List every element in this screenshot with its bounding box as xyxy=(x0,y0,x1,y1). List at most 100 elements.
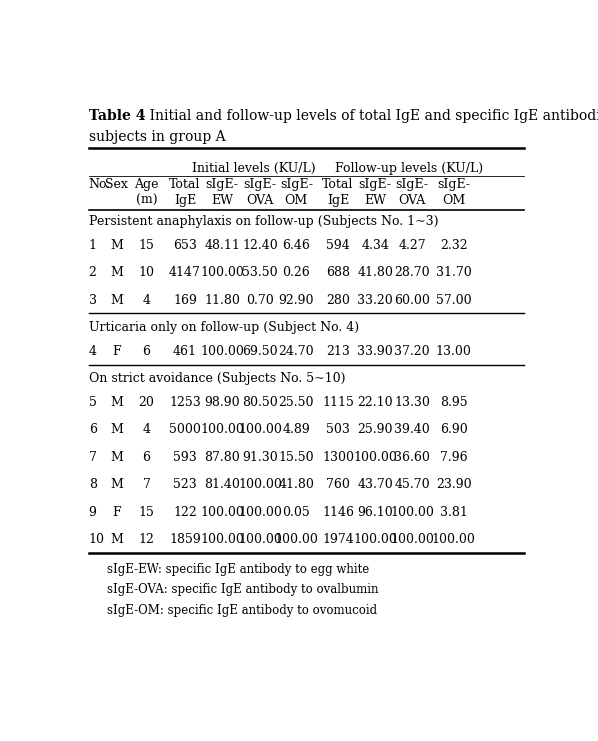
Text: 15: 15 xyxy=(139,239,154,252)
Text: 24.70: 24.70 xyxy=(279,345,314,358)
Text: 6: 6 xyxy=(89,423,97,436)
Text: 1859: 1859 xyxy=(169,533,201,546)
Text: sIgE-
EW: sIgE- EW xyxy=(359,178,392,207)
Text: 96.10: 96.10 xyxy=(357,505,393,519)
Text: M: M xyxy=(110,533,123,546)
Text: 4: 4 xyxy=(142,293,151,307)
Text: 10: 10 xyxy=(89,533,105,546)
Text: 1: 1 xyxy=(89,239,97,252)
Text: 4: 4 xyxy=(89,345,97,358)
Text: 33.20: 33.20 xyxy=(357,293,393,307)
Text: 653: 653 xyxy=(173,239,197,252)
Text: 87.80: 87.80 xyxy=(205,451,240,464)
Text: 213: 213 xyxy=(326,345,350,358)
Text: 1115: 1115 xyxy=(322,396,354,409)
Text: 100.00: 100.00 xyxy=(353,533,397,546)
Text: Initial levels (KU/L): Initial levels (KU/L) xyxy=(191,162,315,175)
Text: 4.27: 4.27 xyxy=(398,239,426,252)
Text: 4147: 4147 xyxy=(169,266,201,279)
Text: 6.46: 6.46 xyxy=(282,239,310,252)
Text: 100.00: 100.00 xyxy=(238,505,282,519)
Text: 80.50: 80.50 xyxy=(242,396,278,409)
Text: Age
(m): Age (m) xyxy=(135,178,159,207)
Text: 100.00: 100.00 xyxy=(390,533,434,546)
Text: 8: 8 xyxy=(89,478,97,491)
Text: subjects in group A: subjects in group A xyxy=(89,130,225,144)
Text: 1146: 1146 xyxy=(322,505,354,519)
Text: 593: 593 xyxy=(173,451,197,464)
Text: Total
IgE: Total IgE xyxy=(169,178,201,207)
Text: M: M xyxy=(110,478,123,491)
Text: 1300: 1300 xyxy=(322,451,354,464)
Text: 13.00: 13.00 xyxy=(436,345,472,358)
Text: 15.50: 15.50 xyxy=(279,451,314,464)
Text: 2: 2 xyxy=(89,266,96,279)
Text: sIgE-
OVA: sIgE- OVA xyxy=(243,178,277,207)
Text: sIgE-OM: specific IgE antibody to ovomucoid: sIgE-OM: specific IgE antibody to ovomuc… xyxy=(107,604,377,617)
Text: 280: 280 xyxy=(326,293,350,307)
Text: Persistent anaphylaxis on follow-up (Subjects No. 1~3): Persistent anaphylaxis on follow-up (Sub… xyxy=(89,215,438,228)
Text: Table 4: Table 4 xyxy=(89,109,145,123)
Text: 4.34: 4.34 xyxy=(361,239,389,252)
Text: F: F xyxy=(112,345,121,358)
Text: On strict avoidance (Subjects No. 5~10): On strict avoidance (Subjects No. 5~10) xyxy=(89,372,345,385)
Text: 100.00: 100.00 xyxy=(238,423,282,436)
Text: 688: 688 xyxy=(326,266,350,279)
Text: 15: 15 xyxy=(139,505,154,519)
Text: 98.90: 98.90 xyxy=(205,396,240,409)
Text: 33.90: 33.90 xyxy=(357,345,393,358)
Text: 92.90: 92.90 xyxy=(279,293,314,307)
Text: 1253: 1253 xyxy=(169,396,201,409)
Text: 37.20: 37.20 xyxy=(394,345,430,358)
Text: 100.00: 100.00 xyxy=(200,266,244,279)
Text: 28.70: 28.70 xyxy=(394,266,430,279)
Text: No.: No. xyxy=(89,178,111,191)
Text: 5: 5 xyxy=(89,396,96,409)
Text: 53.50: 53.50 xyxy=(242,266,278,279)
Text: . Initial and follow-up levels of total IgE and specific IgE antibodies of: . Initial and follow-up levels of total … xyxy=(141,109,598,123)
Text: 69.50: 69.50 xyxy=(242,345,278,358)
Text: 11.80: 11.80 xyxy=(204,293,240,307)
Text: 9: 9 xyxy=(89,505,96,519)
Text: 60.00: 60.00 xyxy=(394,293,430,307)
Text: 57.00: 57.00 xyxy=(436,293,472,307)
Text: sIgE-
OM: sIgE- OM xyxy=(437,178,471,207)
Text: 100.00: 100.00 xyxy=(390,505,434,519)
Text: 6: 6 xyxy=(142,345,151,358)
Text: 20: 20 xyxy=(139,396,154,409)
Text: 503: 503 xyxy=(326,423,350,436)
Text: 100.00: 100.00 xyxy=(274,533,318,546)
Text: 100.00: 100.00 xyxy=(200,533,244,546)
Text: sIgE-
OM: sIgE- OM xyxy=(280,178,313,207)
Text: 3: 3 xyxy=(89,293,97,307)
Text: 461: 461 xyxy=(173,345,197,358)
Text: 7: 7 xyxy=(143,478,151,491)
Text: 122: 122 xyxy=(173,505,197,519)
Text: M: M xyxy=(110,423,123,436)
Text: 100.00: 100.00 xyxy=(353,451,397,464)
Text: 4: 4 xyxy=(142,423,151,436)
Text: 100.00: 100.00 xyxy=(200,505,244,519)
Text: 7: 7 xyxy=(89,451,96,464)
Text: 41.80: 41.80 xyxy=(278,478,314,491)
Text: M: M xyxy=(110,293,123,307)
Text: M: M xyxy=(110,239,123,252)
Text: 6: 6 xyxy=(142,451,151,464)
Text: 43.70: 43.70 xyxy=(357,478,393,491)
Text: 25.50: 25.50 xyxy=(279,396,314,409)
Text: 10: 10 xyxy=(139,266,155,279)
Text: M: M xyxy=(110,396,123,409)
Text: 12: 12 xyxy=(139,533,154,546)
Text: 100.00: 100.00 xyxy=(200,423,244,436)
Text: M: M xyxy=(110,451,123,464)
Text: 594: 594 xyxy=(326,239,350,252)
Text: sIgE-OVA: specific IgE antibody to ovalbumin: sIgE-OVA: specific IgE antibody to ovalb… xyxy=(107,583,379,597)
Text: 169: 169 xyxy=(173,293,197,307)
Text: 6.90: 6.90 xyxy=(440,423,468,436)
Text: Sex: Sex xyxy=(105,178,128,191)
Text: F: F xyxy=(112,505,121,519)
Text: 48.11: 48.11 xyxy=(204,239,240,252)
Text: 3.81: 3.81 xyxy=(440,505,468,519)
Text: sIgE-EW: specific IgE antibody to egg white: sIgE-EW: specific IgE antibody to egg wh… xyxy=(107,563,370,576)
Text: 41.80: 41.80 xyxy=(357,266,393,279)
